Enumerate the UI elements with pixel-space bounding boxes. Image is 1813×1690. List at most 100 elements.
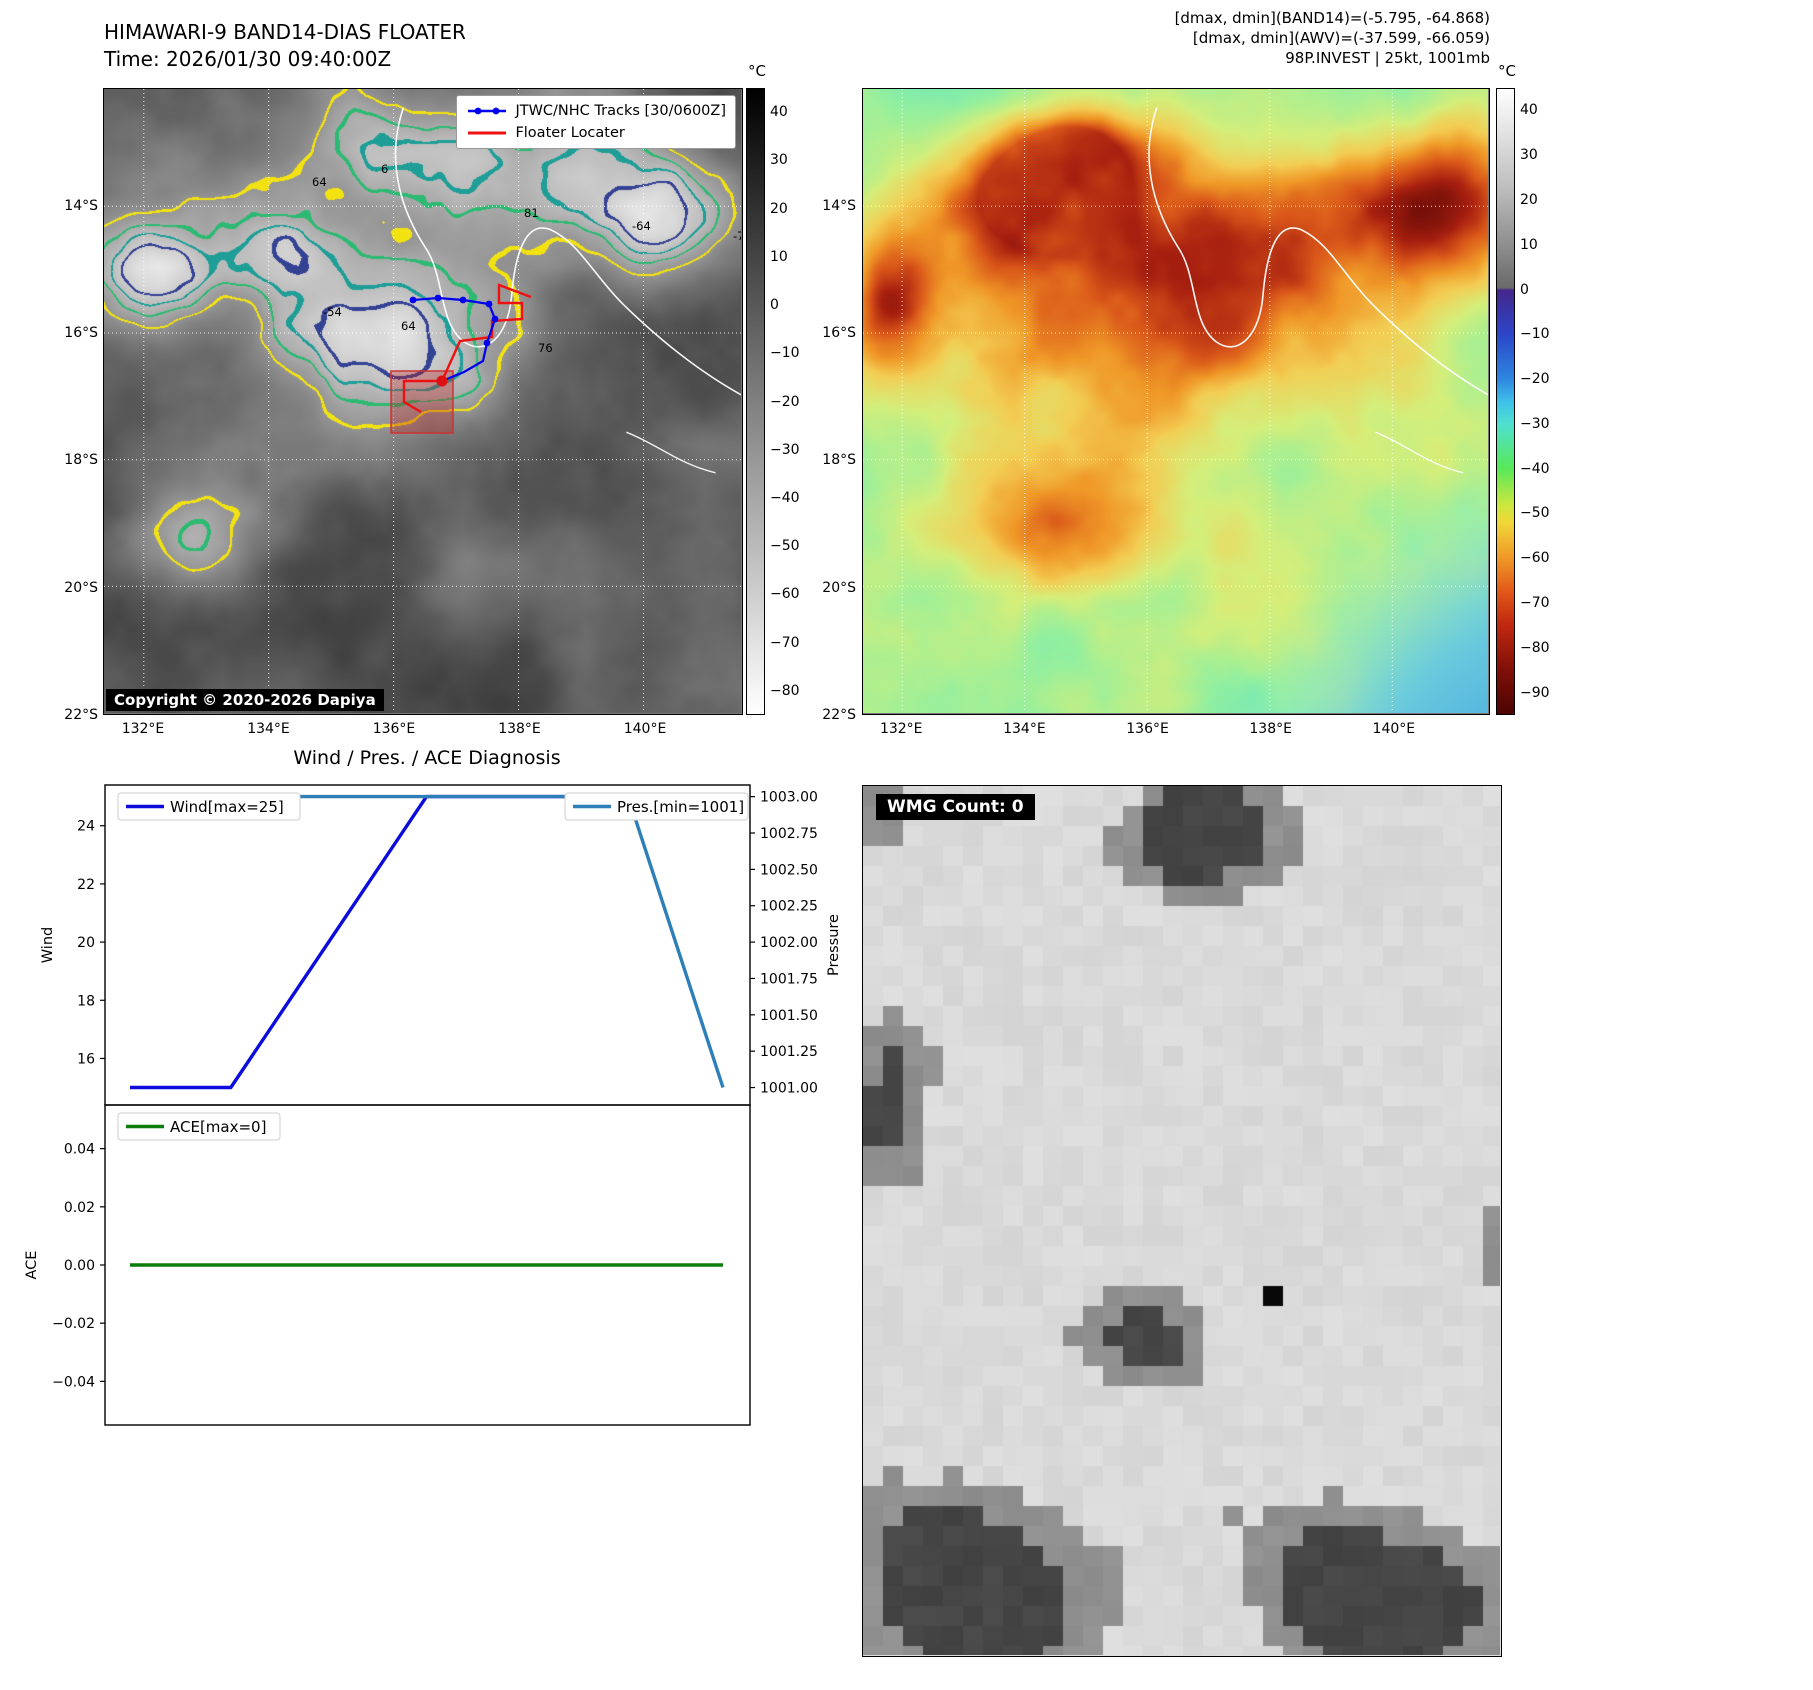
awv-colorbar-tick: 20 bbox=[1520, 191, 1538, 208]
wind-legend-label: Wind[max=25] bbox=[170, 798, 284, 816]
ace-tick-label: 0.00 bbox=[64, 1258, 95, 1274]
pressure-tick-label: 1002.50 bbox=[760, 862, 818, 878]
info-line-awv: [dmax, dmin](AWV)=(-37.599, -66.059) bbox=[1192, 29, 1490, 47]
coastline bbox=[626, 431, 716, 474]
pressure-tick-label: 1001.25 bbox=[760, 1044, 818, 1060]
contour-label: 64 bbox=[312, 175, 327, 189]
wind-tick-label: 16 bbox=[77, 1051, 95, 1067]
awv-colorbar-tick: −40 bbox=[1520, 460, 1550, 477]
wind-tick-label: 18 bbox=[77, 993, 95, 1009]
band14-colorbar-tick: 40 bbox=[770, 104, 788, 121]
wind-pressure-plot-frame bbox=[104, 784, 751, 1106]
wind-tick-label: 20 bbox=[77, 935, 95, 951]
awv-colorbar-tick: −90 bbox=[1520, 684, 1550, 701]
awv-colorbar-tick: −70 bbox=[1520, 595, 1550, 612]
wind-legend: Wind[max=25] bbox=[117, 792, 301, 821]
pressure-legend-label: Pres.[min=1001] bbox=[617, 798, 744, 816]
copyright-badge: Copyright © 2020-2026 Dapiya bbox=[106, 689, 384, 711]
jtwc-track-point bbox=[434, 294, 442, 302]
band14-map-overlay: 64 6 81 -64 -7 -54 64 76 bbox=[104, 89, 741, 713]
coastline bbox=[1375, 431, 1464, 474]
awv-lon-tick: 132°E bbox=[879, 721, 923, 737]
awv-lat-tick: 22°S bbox=[822, 707, 856, 723]
pressure-tick-label: 1001.50 bbox=[760, 1008, 818, 1024]
coastline bbox=[1148, 107, 1488, 396]
contour-label: -7 bbox=[733, 229, 741, 243]
ace-legend-box bbox=[117, 1112, 281, 1141]
diagnosis-series bbox=[130, 794, 725, 1267]
band14-colorbar-tick: −10 bbox=[770, 345, 800, 362]
ace-legend: ACE[max=0] bbox=[117, 1112, 281, 1141]
pressure-legend: Pres.[min=1001] bbox=[564, 792, 749, 821]
wind-axis-label: Wind bbox=[40, 927, 56, 963]
awv-colorbar-tick: 30 bbox=[1520, 147, 1538, 164]
awv-colorbar-tick: −30 bbox=[1520, 415, 1550, 432]
jtwc-track-sample-icon bbox=[468, 107, 507, 115]
awv-lon-tick: 134°E bbox=[1003, 721, 1046, 737]
jtwc-track-point bbox=[485, 300, 493, 308]
awv-lat-tick: 20°S bbox=[822, 579, 856, 596]
awv-colorbar-tick: 0 bbox=[1520, 281, 1529, 298]
band14-lat-tick: 22°S bbox=[64, 707, 98, 723]
ace-tick-label: −0.04 bbox=[52, 1374, 95, 1390]
band14-colorbar-tick: −30 bbox=[770, 441, 800, 458]
band14-lon-tick: 136°E bbox=[372, 721, 416, 737]
current-position-dot bbox=[436, 375, 448, 387]
wind-legend-box bbox=[117, 792, 301, 821]
band14-colorbar-tick: 20 bbox=[770, 200, 788, 217]
wind-tick-label: 24 bbox=[77, 819, 95, 835]
awv-lat-tick: 14°S bbox=[822, 197, 856, 214]
pressure-tick-label: 1002.25 bbox=[760, 899, 818, 915]
band14-time: Time: 2026/01/30 09:40:00Z bbox=[104, 47, 392, 71]
info-line-invest: 98P.INVEST | 25kt, 1001mb bbox=[1285, 49, 1490, 67]
band14-lon-tick: 132°E bbox=[121, 721, 165, 737]
legend-floater: Floater Locater bbox=[466, 122, 726, 144]
contour-label: 76 bbox=[538, 341, 553, 355]
jtwc-track-point bbox=[459, 296, 467, 304]
pressure-axis-label: Pressure bbox=[826, 914, 842, 976]
awv-lon-tick: 138°E bbox=[1249, 721, 1292, 737]
legend-jtwc-tracks: JTWC/NHC Tracks [30/0600Z] bbox=[466, 100, 726, 122]
awv-colorbar-tick: 10 bbox=[1520, 236, 1538, 253]
ace-tick-label: 0.02 bbox=[64, 1200, 95, 1216]
awv-satellite-image bbox=[863, 89, 1488, 713]
ace-axis-label: ACE bbox=[24, 1251, 40, 1280]
band14-colorbar-tick: 10 bbox=[770, 248, 788, 265]
info-line-band14: [dmax, dmin](BAND14)=(-5.795, -64.868) bbox=[1174, 9, 1490, 27]
awv-map-panel bbox=[862, 88, 1490, 715]
diagnosis-title: Wind / Pres. / ACE Diagnosis bbox=[293, 747, 560, 769]
pressure-tick-label: 1002.00 bbox=[760, 935, 818, 951]
wmg-pixel-image bbox=[863, 786, 1500, 1655]
band14-satellite-image bbox=[104, 89, 741, 713]
pressure-line bbox=[130, 794, 725, 1089]
band14-colorbar-tick: −20 bbox=[770, 393, 800, 410]
contour-label: 6 bbox=[381, 162, 388, 176]
contour-label: -64 bbox=[632, 219, 651, 233]
legend-jtwc-label: JTWC/NHC Tracks [30/0600Z] bbox=[515, 103, 726, 119]
band14-lon-tick: 134°E bbox=[247, 721, 290, 737]
floater-sample-icon bbox=[468, 131, 507, 135]
pressure-tick-label: 1002.75 bbox=[760, 826, 818, 842]
awv-colorbar-tick: −20 bbox=[1520, 371, 1550, 388]
awv-colorbar bbox=[1496, 88, 1515, 715]
pressure-tick-label: 1003.00 bbox=[760, 790, 818, 806]
awv-lon-tick: 136°E bbox=[1126, 721, 1169, 737]
ace-legend-label: ACE[max=0] bbox=[170, 1118, 266, 1136]
band14-colorbar bbox=[746, 88, 765, 715]
awv-map-overlay bbox=[863, 89, 1488, 713]
pressure-tick-label: 1001.00 bbox=[760, 1081, 818, 1097]
awv-colorbar-tick: −80 bbox=[1520, 639, 1550, 656]
awv-lon-tick: 140°E bbox=[1372, 721, 1416, 737]
pressure-tick-label: 1001.75 bbox=[760, 971, 818, 987]
awv-colorbar-tick: −60 bbox=[1520, 550, 1550, 567]
band14-lat-tick: 20°S bbox=[64, 579, 98, 596]
ace-tick-label: 0.04 bbox=[64, 1142, 95, 1158]
wind-tick-label: 22 bbox=[77, 877, 95, 893]
wmg-count-badge: WMG Count: 0 bbox=[876, 794, 1035, 820]
jtwc-track-point bbox=[491, 315, 499, 323]
band14-colorbar-tick: −40 bbox=[770, 489, 800, 506]
jtwc-track-point bbox=[483, 339, 491, 347]
legend-floater-label: Floater Locater bbox=[515, 125, 625, 141]
awv-colorbar-unit: °C bbox=[1498, 62, 1516, 80]
